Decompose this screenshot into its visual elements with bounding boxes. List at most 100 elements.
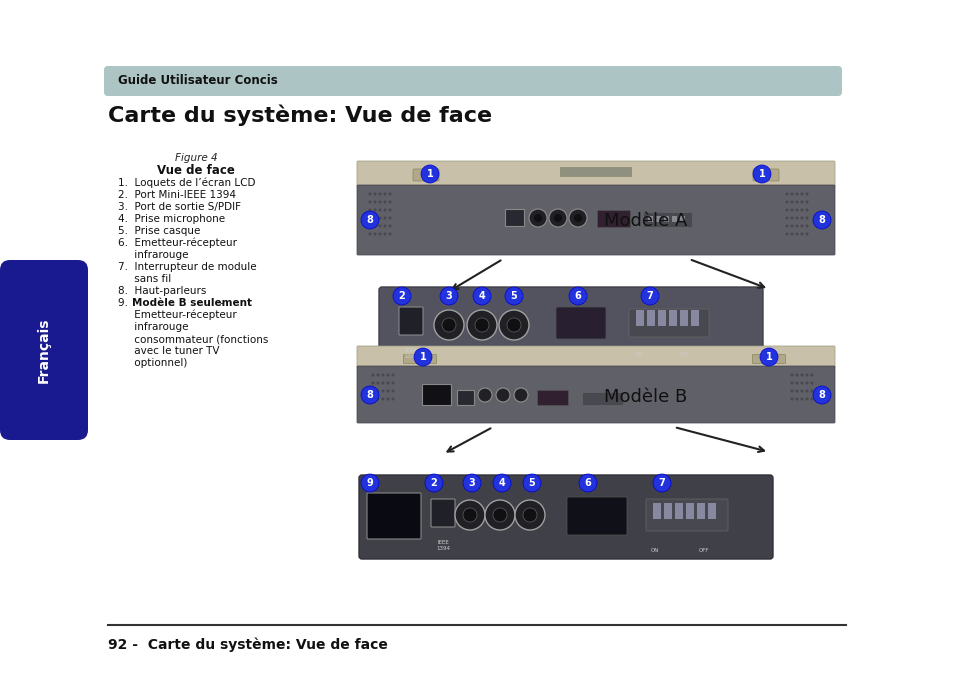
Circle shape xyxy=(795,232,798,236)
Circle shape xyxy=(388,201,391,203)
Circle shape xyxy=(804,398,807,400)
Circle shape xyxy=(812,386,830,404)
FancyBboxPatch shape xyxy=(752,169,779,181)
Circle shape xyxy=(790,390,793,392)
Circle shape xyxy=(578,474,597,492)
Circle shape xyxy=(420,165,438,183)
FancyBboxPatch shape xyxy=(457,390,474,406)
Text: 2: 2 xyxy=(398,291,405,301)
Circle shape xyxy=(360,211,378,229)
Circle shape xyxy=(368,209,371,211)
Bar xyxy=(671,216,677,222)
Text: 2: 2 xyxy=(430,478,436,488)
Circle shape xyxy=(554,214,561,222)
Text: 1.  Loquets de l’écran LCD: 1. Loquets de l’écran LCD xyxy=(118,178,255,188)
Text: ON: ON xyxy=(650,548,659,553)
Circle shape xyxy=(484,500,515,530)
Circle shape xyxy=(393,287,411,305)
Circle shape xyxy=(383,201,386,203)
Circle shape xyxy=(388,192,391,195)
Circle shape xyxy=(388,225,391,227)
Circle shape xyxy=(784,217,788,219)
Circle shape xyxy=(534,214,541,222)
Circle shape xyxy=(790,209,793,211)
Circle shape xyxy=(795,390,798,392)
Circle shape xyxy=(391,374,395,376)
FancyBboxPatch shape xyxy=(378,287,762,365)
Text: 7: 7 xyxy=(658,478,664,488)
FancyBboxPatch shape xyxy=(104,66,841,96)
Bar xyxy=(656,216,660,222)
Circle shape xyxy=(374,225,376,227)
Text: Modèle B: Modèle B xyxy=(604,388,687,406)
Circle shape xyxy=(506,318,520,332)
Bar xyxy=(663,216,668,222)
Circle shape xyxy=(800,398,802,400)
Circle shape xyxy=(381,390,384,392)
Circle shape xyxy=(368,217,371,219)
Circle shape xyxy=(376,390,379,392)
Bar xyxy=(647,216,652,222)
Text: consommateur (fonctions: consommateur (fonctions xyxy=(118,334,268,344)
Text: 3.  Port de sortie S/PDIF: 3. Port de sortie S/PDIF xyxy=(118,202,241,212)
Circle shape xyxy=(371,374,375,376)
FancyBboxPatch shape xyxy=(431,499,455,527)
Circle shape xyxy=(391,382,395,384)
FancyBboxPatch shape xyxy=(505,209,524,227)
Circle shape xyxy=(790,382,793,384)
Circle shape xyxy=(795,201,798,203)
Circle shape xyxy=(378,232,381,236)
Circle shape xyxy=(804,390,807,392)
Circle shape xyxy=(386,398,389,400)
Circle shape xyxy=(374,232,376,236)
Circle shape xyxy=(371,382,375,384)
Text: 7: 7 xyxy=(646,291,653,301)
Text: 5: 5 xyxy=(528,478,535,488)
Circle shape xyxy=(383,232,386,236)
Circle shape xyxy=(378,201,381,203)
Circle shape xyxy=(804,374,807,376)
Circle shape xyxy=(522,508,537,522)
Circle shape xyxy=(784,232,788,236)
Bar xyxy=(697,503,704,519)
FancyBboxPatch shape xyxy=(643,213,692,227)
Circle shape xyxy=(477,388,492,402)
Circle shape xyxy=(376,398,379,400)
FancyBboxPatch shape xyxy=(752,355,784,363)
Circle shape xyxy=(467,310,497,340)
Circle shape xyxy=(376,382,379,384)
Text: -: - xyxy=(216,298,224,308)
Circle shape xyxy=(378,192,381,195)
Circle shape xyxy=(800,225,802,227)
FancyBboxPatch shape xyxy=(398,307,422,335)
Circle shape xyxy=(812,211,830,229)
Text: Français: Français xyxy=(37,317,51,383)
FancyBboxPatch shape xyxy=(628,309,708,337)
Text: 5.  Prise casque: 5. Prise casque xyxy=(118,226,200,236)
Circle shape xyxy=(381,382,384,384)
Bar xyxy=(690,310,699,326)
Circle shape xyxy=(810,382,813,384)
Bar xyxy=(685,503,693,519)
Circle shape xyxy=(804,382,807,384)
Circle shape xyxy=(795,192,798,195)
Circle shape xyxy=(800,232,802,236)
Text: 6: 6 xyxy=(584,478,591,488)
Circle shape xyxy=(515,500,544,530)
Circle shape xyxy=(383,225,386,227)
Circle shape xyxy=(640,287,659,305)
Text: 8.  Haut-parleurs: 8. Haut-parleurs xyxy=(118,286,206,296)
Circle shape xyxy=(790,374,793,376)
Bar xyxy=(668,310,677,326)
FancyBboxPatch shape xyxy=(356,185,834,255)
Circle shape xyxy=(795,225,798,227)
Circle shape xyxy=(529,209,546,227)
Text: 1: 1 xyxy=(758,169,764,179)
Circle shape xyxy=(804,201,807,203)
FancyBboxPatch shape xyxy=(422,384,451,406)
Circle shape xyxy=(368,201,371,203)
Circle shape xyxy=(360,386,378,404)
Circle shape xyxy=(388,217,391,219)
Text: 9: 9 xyxy=(366,478,373,488)
Text: ON: ON xyxy=(635,352,642,357)
